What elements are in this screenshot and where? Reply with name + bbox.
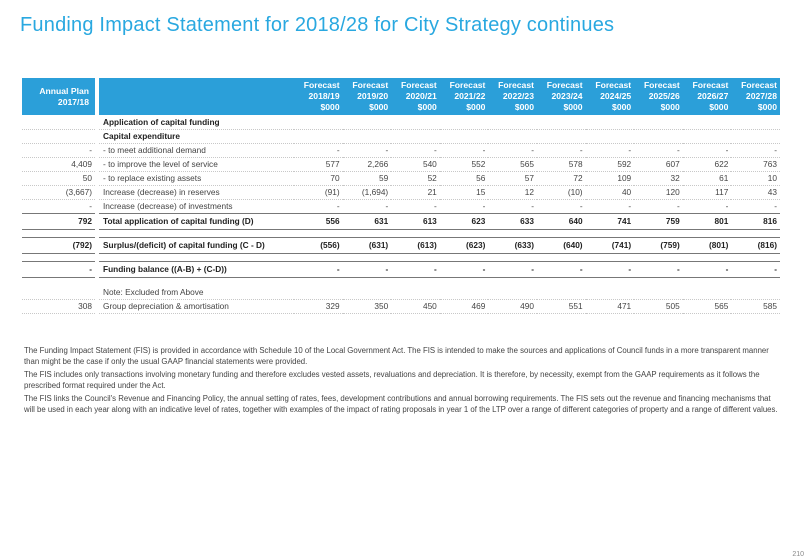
note-paragraph: The FIS includes only transactions invol…	[24, 370, 760, 390]
row-label: Total application of capital funding (D)	[99, 212, 295, 230]
row-label: Group depreciation & amortisation	[99, 299, 295, 314]
header-forecast: Forecast 2021/22 $000	[439, 78, 489, 115]
note-paragraph: The FIS links the Council's Revenue and …	[24, 394, 778, 414]
header-forecast: Forecast 2018/19 $000	[294, 78, 343, 115]
row-label: - to replace existing assets	[99, 171, 295, 186]
table-row-surplus: (792) Surplus/(deficit) of capital fundi…	[22, 236, 780, 254]
page-number: 210	[792, 551, 804, 558]
header-forecast: Forecast 2026/27 $000	[682, 78, 732, 115]
header-forecast: Forecast 2025/26 $000	[634, 78, 683, 115]
row-label: Funding balance ((A-B) + (C-D))	[99, 260, 295, 278]
row-label: Increase (decrease) in reserves	[99, 185, 295, 200]
header-forecast: Forecast 2024/25 $000	[585, 78, 635, 115]
row-label: Capital expenditure	[99, 129, 295, 144]
table-row: 308 Group depreciation & amortisation 32…	[22, 299, 780, 314]
table-row-total: 792 Total application of capital funding…	[22, 212, 780, 230]
row-label: - to meet additional demand	[99, 143, 295, 158]
table-row: (3,667) Increase (decrease) in reserves …	[22, 185, 780, 200]
header-forecast: Forecast 2023/24 $000	[536, 78, 586, 115]
table-row-funding-balance: - Funding balance ((A-B) + (C-D)) ------…	[22, 260, 780, 278]
header-description	[99, 78, 295, 115]
table-header-row: Annual Plan 2017/18 Forecast 2018/19 $000 …	[22, 78, 780, 115]
row-label: - to improve the level of service	[99, 157, 295, 172]
header-forecast: Forecast 2027/28 $000	[731, 78, 780, 115]
header-forecast: Forecast 2020/21 $000	[391, 78, 440, 115]
table-row: Application of capital funding	[22, 115, 780, 130]
header-forecast: Forecast 2022/23 $000	[488, 78, 537, 115]
row-label: Note: Excluded from Above	[99, 285, 295, 300]
table-row: 4,409 - to improve the level of service …	[22, 157, 780, 172]
table-row: - Increase (decrease) of investments ---…	[22, 199, 780, 214]
header-forecast: Forecast 2019/20 $000	[342, 78, 392, 115]
table-row: - - to meet additional demand ----------	[22, 143, 780, 158]
table-row: 50 - to replace existing assets 70 59 52 56…	[22, 171, 780, 186]
table-row: Capital expenditure	[22, 129, 780, 144]
page-title: Funding Impact Statement for 2018/28 for…	[20, 14, 615, 36]
note-paragraph: The Funding Impact Statement (FIS) is pr…	[24, 346, 769, 366]
header-annual-plan: Annual Plan 2017/18	[22, 78, 95, 115]
funding-impact-table: Annual Plan 2017/18 Forecast 2018/19 $000 …	[22, 78, 780, 314]
row-label: Increase (decrease) of investments	[99, 199, 295, 214]
row-label: Surplus/(deficit) of capital funding (C …	[99, 236, 295, 254]
row-label: Application of capital funding	[99, 115, 295, 130]
explanatory-notes: The Funding Impact Statement (FIS) is pr…	[24, 346, 782, 418]
table-row: Note: Excluded from Above	[22, 285, 780, 300]
